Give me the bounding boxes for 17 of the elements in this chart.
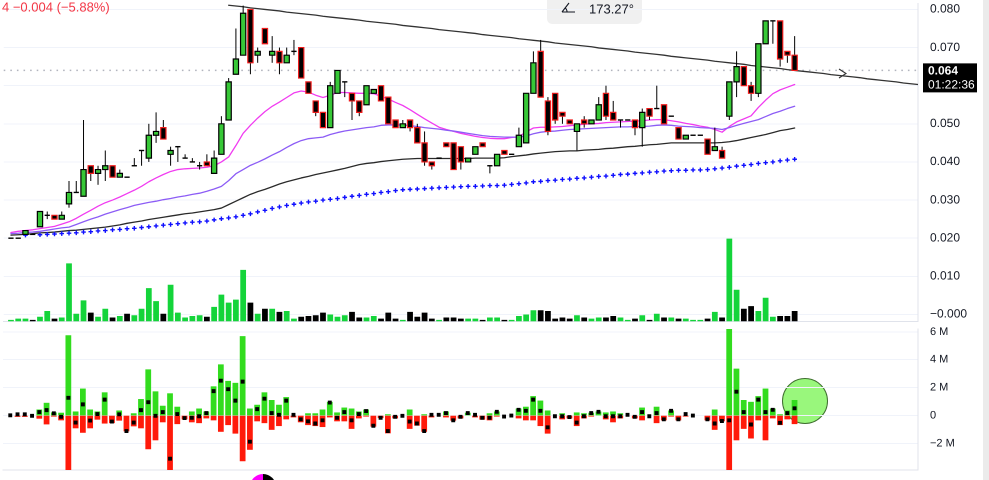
ref-line-label: 0.064 — [928, 64, 958, 78]
y-tick-label: 0.020 — [930, 230, 960, 244]
y-tick-label: −2 M — [930, 438, 955, 450]
y-tick-label: 0.080 — [930, 2, 960, 16]
y-tick-label: 0.010 — [930, 268, 960, 283]
y-tick-label: 0.050 — [930, 116, 960, 130]
y-tick-label: 6 M — [930, 326, 948, 338]
y-tick-label: 4 M — [930, 354, 948, 366]
y-tick-label: 0.030 — [930, 192, 960, 206]
y-tick-label: 2 M — [930, 382, 948, 394]
annotation: 4 −0.004 (−5.88%) — [2, 0, 110, 15]
text: 01:22:36 — [928, 78, 976, 92]
annotation: 173.27° — [589, 2, 634, 17]
y-tick-label: 0.070 — [930, 40, 960, 54]
y-tick-label: 0 — [930, 410, 936, 422]
y-tick-label: 0.040 — [930, 154, 960, 168]
y-tick-label: −0.000 — [930, 306, 968, 321]
